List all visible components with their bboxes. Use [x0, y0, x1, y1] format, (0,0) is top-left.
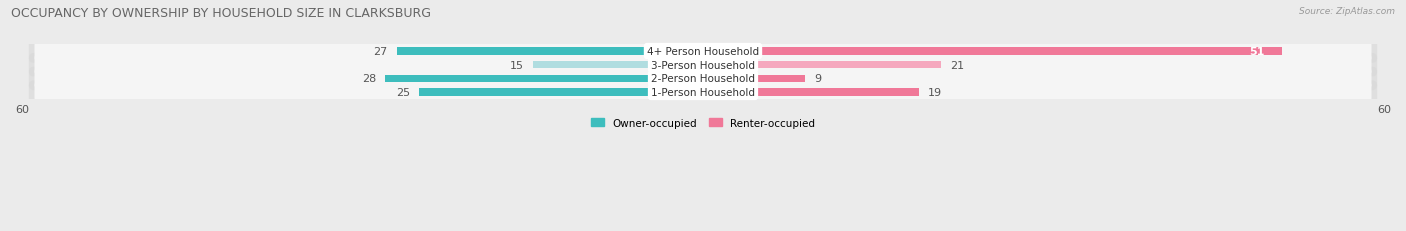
Bar — [419, 89, 703, 96]
Bar — [385, 75, 703, 83]
Text: 25: 25 — [396, 88, 411, 97]
Text: 21: 21 — [950, 61, 965, 70]
Text: 9: 9 — [814, 74, 821, 84]
Text: 1-Person Household: 1-Person Household — [651, 88, 755, 97]
Text: Source: ZipAtlas.com: Source: ZipAtlas.com — [1299, 7, 1395, 16]
Text: 3-Person Household: 3-Person Household — [651, 61, 755, 70]
Bar — [703, 62, 942, 69]
Bar — [703, 48, 1282, 55]
Text: 4+ Person Household: 4+ Person Household — [647, 47, 759, 57]
Bar — [703, 89, 918, 96]
FancyBboxPatch shape — [28, 54, 1378, 77]
Text: 51: 51 — [1250, 47, 1265, 57]
Text: OCCUPANCY BY OWNERSHIP BY HOUSEHOLD SIZE IN CLARKSBURG: OCCUPANCY BY OWNERSHIP BY HOUSEHOLD SIZE… — [11, 7, 432, 20]
FancyBboxPatch shape — [28, 40, 1378, 64]
Text: 2-Person Household: 2-Person Household — [651, 74, 755, 84]
FancyBboxPatch shape — [28, 81, 1378, 104]
FancyBboxPatch shape — [35, 54, 1371, 77]
Bar — [396, 48, 703, 55]
Legend: Owner-occupied, Renter-occupied: Owner-occupied, Renter-occupied — [591, 118, 815, 128]
FancyBboxPatch shape — [35, 40, 1371, 63]
Bar — [533, 62, 703, 69]
Text: 28: 28 — [361, 74, 377, 84]
FancyBboxPatch shape — [35, 81, 1371, 104]
Text: 19: 19 — [928, 88, 942, 97]
FancyBboxPatch shape — [35, 67, 1371, 90]
FancyBboxPatch shape — [28, 67, 1378, 91]
Text: 15: 15 — [509, 61, 523, 70]
Bar — [703, 75, 806, 83]
Text: 27: 27 — [373, 47, 388, 57]
